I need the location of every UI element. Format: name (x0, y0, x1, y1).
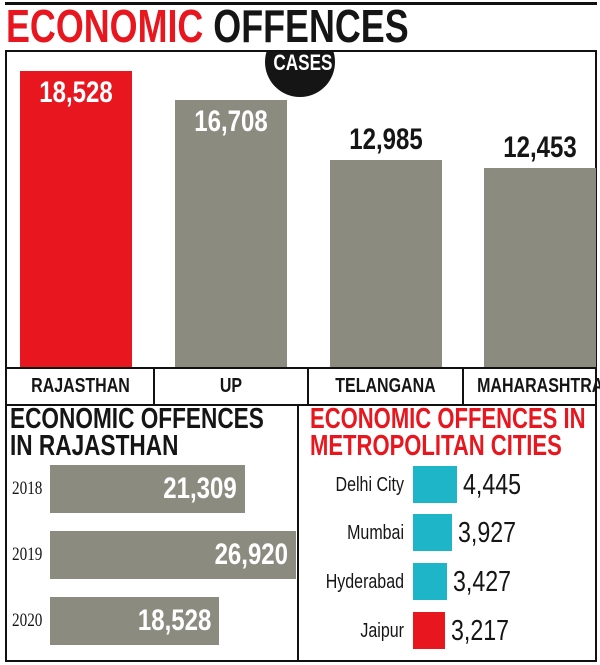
data-label: 3,217 (450, 615, 509, 647)
data-label: 16,708 (194, 105, 268, 139)
data-label: 21,309 (163, 472, 237, 505)
data-label: 26,920 (214, 538, 288, 571)
bar-2019 (50, 531, 296, 579)
title-part-1: ECONOMIC (6, 0, 204, 52)
bar-maharashtra (484, 168, 596, 367)
city-label: Hyderabad (325, 571, 404, 593)
data-label: 4,445 (463, 469, 522, 501)
bottom-border (5, 660, 597, 662)
cities-chart-title: ECONOMIC OFFENCES IN METROPOLITAN CITIES (310, 403, 586, 462)
bar-hyderabad (413, 563, 447, 600)
axis-line (5, 367, 597, 369)
data-label: 12,985 (349, 122, 423, 156)
label-divider (307, 367, 309, 405)
rajasthan-chart-title: ECONOMIC OFFENCES IN RAJASTHAN (10, 403, 264, 462)
bar-rajasthan (20, 71, 132, 367)
main-title: ECONOMIC OFFENCES (6, 3, 522, 49)
city-label: Delhi City (335, 474, 404, 496)
category-label: MAHARASHTRA (477, 375, 600, 397)
category-label: RAJASTHAN (31, 375, 130, 397)
city-label: Mumbai (347, 522, 404, 544)
bar-telangana (330, 159, 442, 367)
data-label: 12,453 (503, 131, 577, 165)
label-row-rule (5, 404, 597, 406)
cases-badge-text: CASES (273, 50, 333, 75)
label-divider (462, 367, 464, 405)
top-rule (5, 2, 597, 5)
bar-mumbai (413, 514, 452, 551)
category-label: UP (219, 375, 243, 397)
label-divider (153, 367, 155, 405)
data-label: 18,528 (39, 76, 113, 109)
data-label: 18,528 (137, 604, 212, 637)
year-label: 2020 (12, 610, 43, 631)
title-rule (5, 50, 597, 52)
city-label: Jaipur (360, 620, 404, 642)
right-border (595, 50, 597, 662)
section-divider (297, 405, 299, 661)
year-label: 2018 (12, 478, 43, 499)
bar-jaipur (413, 612, 445, 649)
data-label: 3,927 (457, 517, 516, 549)
left-border (5, 50, 7, 662)
category-label: TELANGANA (335, 375, 436, 397)
title-part-2: OFFENCES (213, 0, 409, 52)
bar-2020 (50, 597, 220, 645)
bar-delhi-city (413, 466, 457, 503)
bar-2018 (50, 465, 245, 513)
data-label: 3,427 (452, 566, 511, 598)
year-label: 2019 (12, 544, 43, 565)
bar-up (175, 100, 287, 367)
